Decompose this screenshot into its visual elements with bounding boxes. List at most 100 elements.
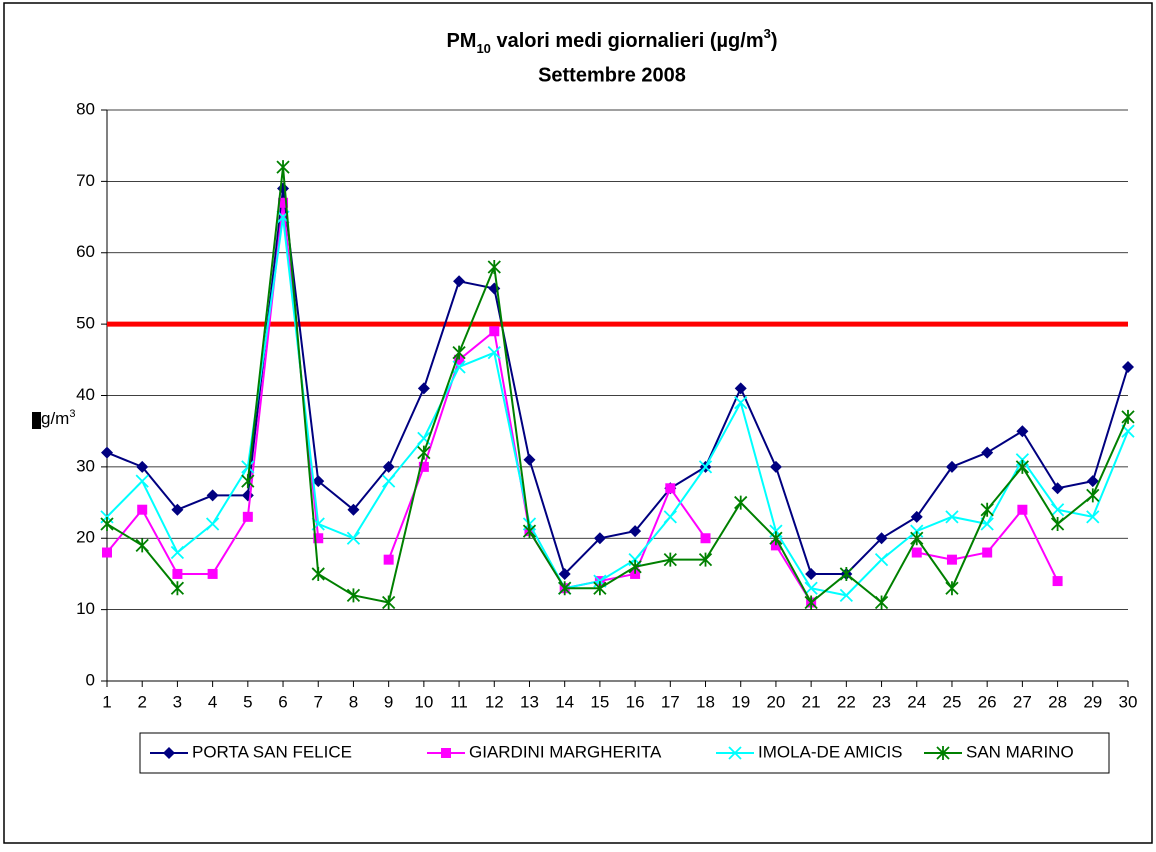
series-line <box>106 216 1129 597</box>
marker <box>170 545 185 560</box>
marker <box>452 345 466 360</box>
marker <box>1050 516 1065 531</box>
x-tick-label: 17 <box>661 692 680 711</box>
marker <box>734 382 747 395</box>
marker <box>663 510 677 524</box>
marker <box>102 547 112 558</box>
series-line <box>106 188 1129 576</box>
x-tick-label: 4 <box>208 692 217 711</box>
y-tick-label: 0 <box>86 670 95 689</box>
x-tick-label: 14 <box>555 692 574 711</box>
marker <box>593 581 607 596</box>
marker <box>522 524 537 539</box>
marker <box>163 747 175 759</box>
marker <box>558 567 571 580</box>
marker <box>346 531 361 545</box>
marker <box>805 567 818 580</box>
marker <box>135 474 149 488</box>
marker <box>1086 510 1100 524</box>
marker <box>417 382 430 395</box>
marker <box>558 581 572 596</box>
marker <box>874 553 889 567</box>
text-part: 3 <box>69 408 75 420</box>
marker <box>1051 482 1064 495</box>
y-tick-label: 30 <box>76 456 95 475</box>
marker <box>875 532 888 545</box>
marker <box>698 552 713 567</box>
marker <box>417 445 431 460</box>
x-tick-label: 27 <box>1013 692 1032 711</box>
x-tick-label: 15 <box>590 692 609 711</box>
x-tick-label: 12 <box>485 692 504 711</box>
marker <box>804 595 818 610</box>
x-tick-label: 28 <box>1048 692 1067 711</box>
marker <box>910 531 924 546</box>
y-tick-label: 10 <box>76 599 95 618</box>
y-tick-label: 20 <box>76 528 95 547</box>
marker <box>728 746 742 760</box>
marker <box>1086 475 1099 488</box>
marker <box>100 516 114 531</box>
marker <box>982 547 993 558</box>
x-tick-label: 6 <box>278 692 287 711</box>
x-tick-label: 11 <box>450 692 468 711</box>
marker <box>382 460 395 473</box>
x-tick-label: 23 <box>872 692 891 711</box>
y-tick-label: 70 <box>76 171 95 190</box>
marker <box>1052 576 1063 587</box>
marker <box>700 533 711 544</box>
marker <box>241 460 255 474</box>
x-tick-label: 10 <box>414 692 433 711</box>
marker <box>172 568 183 579</box>
marker <box>241 474 255 489</box>
marker <box>347 503 360 516</box>
chart-title: PM10 valori medi giornalieri (µg/m3) <box>446 26 777 56</box>
x-tick-label: 9 <box>384 692 393 711</box>
marker <box>945 581 959 596</box>
marker <box>171 503 184 516</box>
y-axis-label: g/m3 <box>41 408 75 429</box>
text-part: PM <box>446 30 476 52</box>
marker <box>312 475 325 488</box>
marker <box>698 460 713 474</box>
marker <box>137 504 148 515</box>
y-tick-label: 60 <box>76 242 95 261</box>
marker <box>346 588 361 603</box>
marker <box>630 568 641 579</box>
text-part: 3 <box>764 26 771 41</box>
legend-label: IMOLA-DE AMICIS <box>758 742 903 761</box>
x-tick-label: 13 <box>520 692 539 711</box>
marker <box>1017 504 1028 515</box>
marker <box>946 554 957 565</box>
marker <box>936 746 950 760</box>
text-part: ) <box>771 30 778 52</box>
x-tick-label: 7 <box>314 692 323 711</box>
text-part: g/m <box>41 409 69 428</box>
chart-subtitle: Settembre 2008 <box>538 64 686 86</box>
marker <box>734 495 748 510</box>
y-label-glyph <box>32 412 41 429</box>
marker <box>734 396 748 410</box>
x-tick-label: 1 <box>102 692 111 711</box>
x-tick-label: 25 <box>943 692 962 711</box>
marker <box>910 510 923 523</box>
marker <box>665 483 676 494</box>
marker <box>170 581 185 596</box>
x-tick-label: 8 <box>349 692 358 711</box>
legend-label: GIARDINI MARGHERITA <box>469 742 662 761</box>
x-tick-label: 29 <box>1083 692 1102 711</box>
x-tick-label: 22 <box>837 692 856 711</box>
x-tick-label: 16 <box>626 692 645 711</box>
marker <box>383 554 394 565</box>
x-tick-label: 2 <box>137 692 146 711</box>
marker <box>980 502 994 517</box>
marker <box>911 547 922 558</box>
x-tick-label: 20 <box>766 692 785 711</box>
x-tick-label: 21 <box>802 692 821 711</box>
x-tick-label: 5 <box>243 692 252 711</box>
marker <box>663 552 677 567</box>
marker <box>804 581 818 595</box>
marker <box>1015 459 1030 474</box>
marker <box>382 474 396 488</box>
